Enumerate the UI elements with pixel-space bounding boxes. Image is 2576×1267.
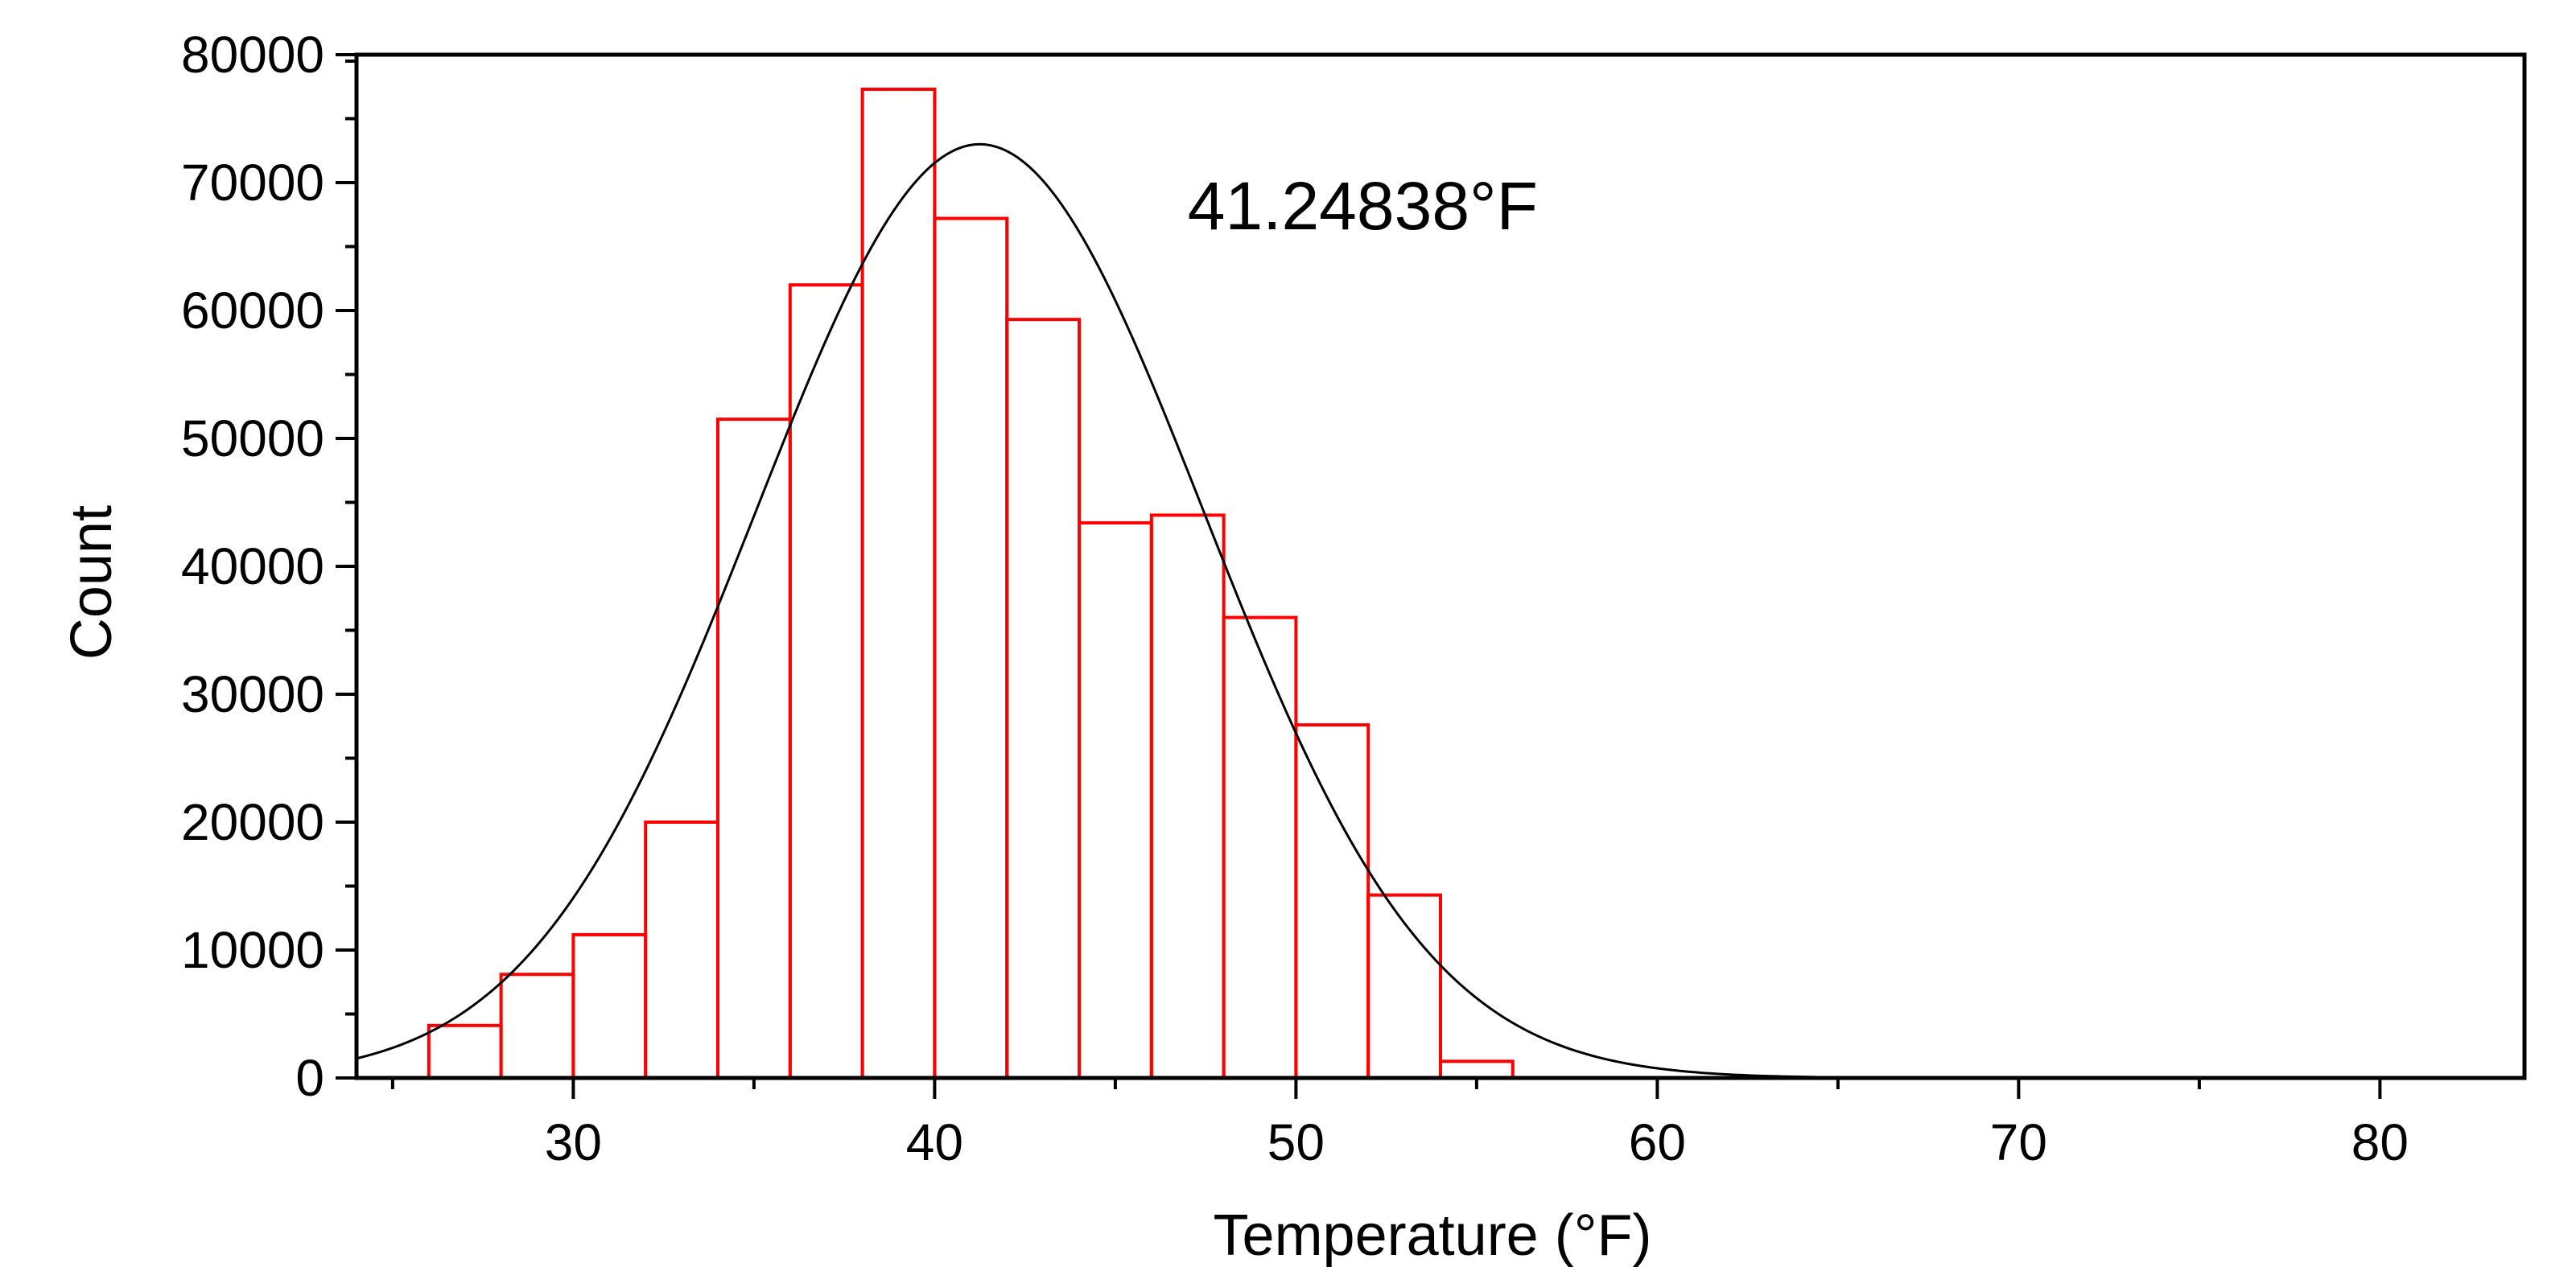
y-tick-label: 20000 — [181, 793, 324, 851]
y-axis-title: Count — [60, 505, 124, 660]
mean-annotation: 41.24838°F — [1188, 168, 1538, 244]
x-tick-label: 30 — [545, 1113, 602, 1171]
axis-tick-labels: 30 40 50 60 70 80 0 10000 20000 30000 40000 50000 60… — [181, 26, 2409, 1171]
x-tick-label: 50 — [1267, 1113, 1325, 1171]
histogram-bar-5 — [788, 283, 864, 1080]
histogram-bar-14 — [1439, 1059, 1515, 1080]
y-tick-label: 80000 — [181, 26, 324, 84]
histogram-bar-6 — [860, 87, 937, 1080]
y-tick-label: 10000 — [181, 921, 324, 979]
y-tick-label: 70000 — [181, 154, 324, 212]
axis-ticks — [336, 53, 2382, 1099]
x-axis-title: Temperature (°F) — [1214, 1203, 1652, 1267]
y-tick-label: 0 — [295, 1049, 324, 1107]
histogram-bar-3 — [644, 821, 720, 1080]
histogram-bar-7 — [933, 216, 1009, 1080]
histogram-bar-0 — [427, 1023, 503, 1080]
y-tick-label: 40000 — [181, 537, 324, 595]
histogram-bar-12 — [1294, 723, 1370, 1080]
histogram-bar-1 — [499, 973, 575, 1080]
y-tick-label: 30000 — [181, 665, 324, 723]
x-tick-label: 80 — [2351, 1113, 2409, 1171]
y-tick-label: 60000 — [181, 282, 324, 339]
x-tick-label: 40 — [906, 1113, 963, 1171]
histogram-bar-9 — [1078, 520, 1153, 1080]
y-tick-label: 50000 — [181, 409, 324, 467]
histogram-bar-10 — [1149, 513, 1226, 1080]
histogram-bar-2 — [571, 932, 648, 1080]
x-tick-label: 70 — [1990, 1113, 2047, 1171]
x-tick-label: 60 — [1629, 1113, 1686, 1171]
histogram-bar-8 — [1005, 318, 1081, 1080]
histogram-bar-11 — [1222, 615, 1298, 1080]
